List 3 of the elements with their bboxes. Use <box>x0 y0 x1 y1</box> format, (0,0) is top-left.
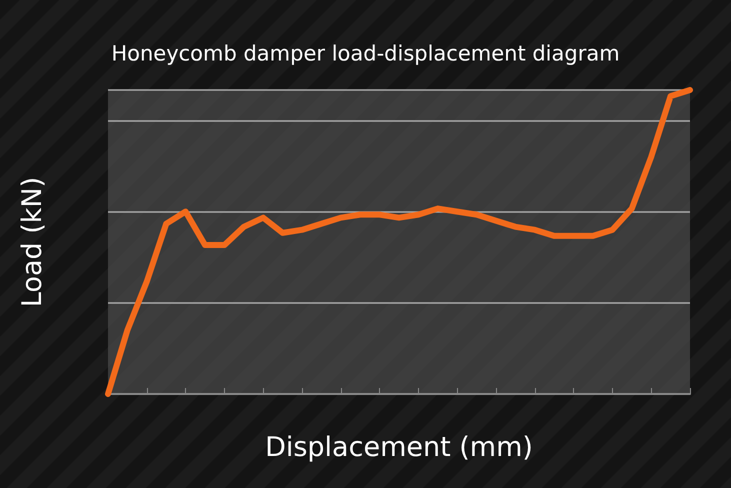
y-axis-title: Load (kN) <box>17 176 48 308</box>
x-axis-title: Displacement (mm) <box>265 432 533 463</box>
chart-title: Honeycomb damper load-displacement diagram <box>111 42 620 66</box>
